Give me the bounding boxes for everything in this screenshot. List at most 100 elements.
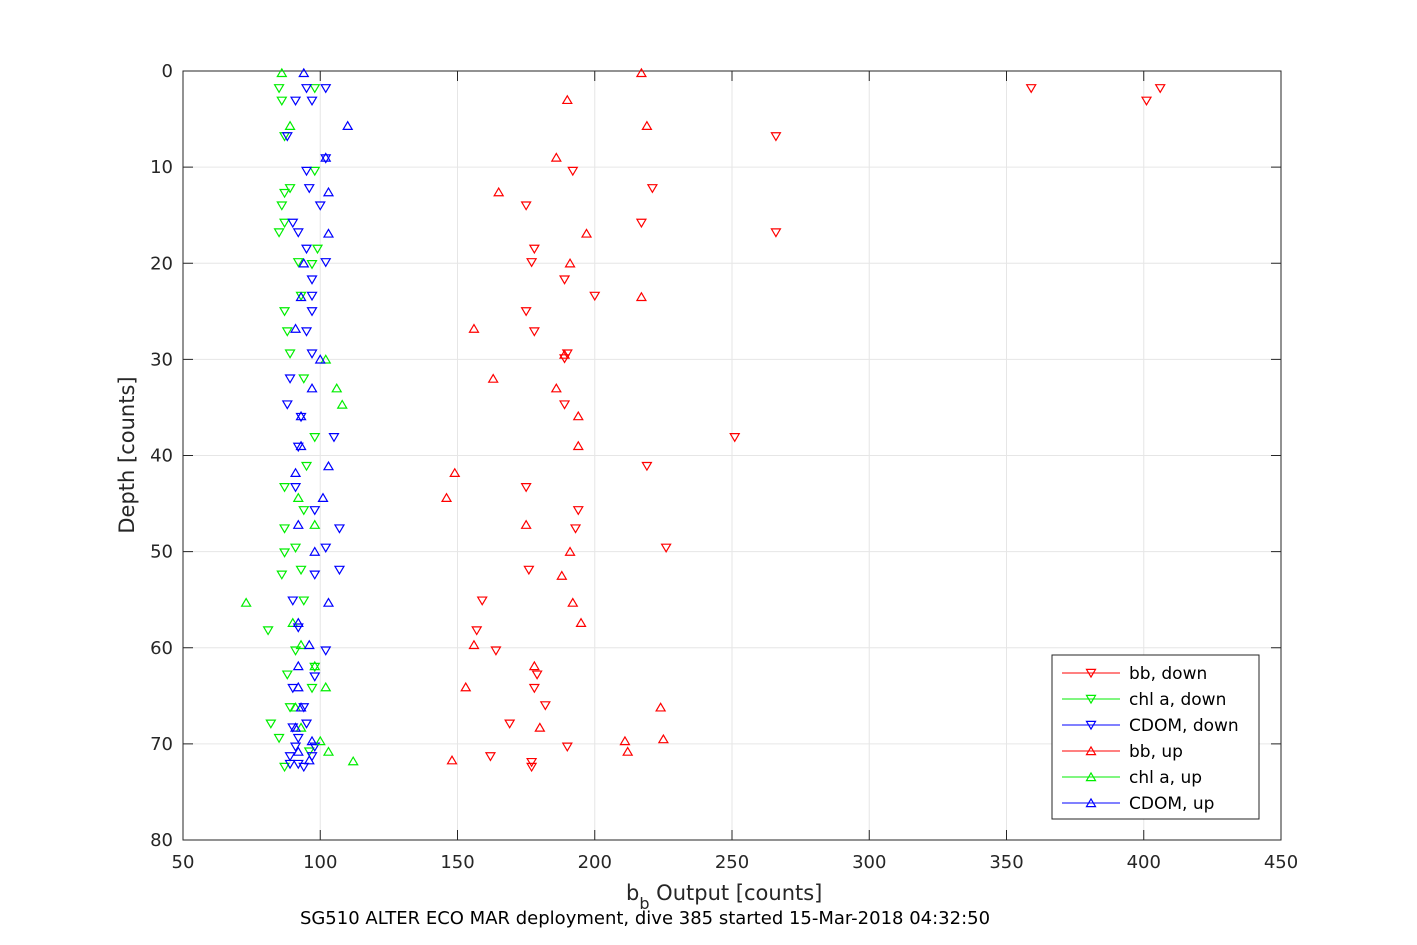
data-point	[572, 440, 584, 451]
data-point	[295, 410, 307, 421]
data-point	[322, 460, 335, 471]
data-point	[320, 354, 332, 364]
data-point	[342, 120, 354, 130]
data-point	[322, 597, 335, 607]
data-point	[322, 228, 335, 238]
data-point	[320, 646, 332, 656]
data-point	[273, 228, 285, 238]
data-point	[279, 218, 291, 229]
data-point	[471, 626, 483, 636]
data-point	[300, 719, 313, 729]
data-point	[468, 639, 480, 650]
data-point	[284, 184, 296, 194]
data-point	[320, 543, 332, 554]
data-point	[559, 349, 571, 359]
data-point	[276, 96, 288, 107]
data-point	[303, 754, 315, 765]
y-tick-label: 80	[150, 830, 173, 851]
data-point	[281, 400, 293, 410]
data-point	[292, 746, 304, 756]
data-point	[550, 382, 562, 393]
x-tick-label: 250	[715, 852, 749, 873]
data-point	[287, 218, 299, 229]
data-point	[449, 467, 461, 478]
data-point	[292, 681, 304, 692]
data-point	[322, 186, 335, 197]
data-point	[289, 467, 302, 478]
data-point	[317, 492, 329, 502]
data-point	[279, 524, 291, 534]
data-point	[641, 461, 653, 472]
y-tick-label: 70	[150, 734, 173, 755]
legend-item: CDOM, down	[1062, 716, 1239, 736]
data-point	[561, 349, 573, 359]
data-point	[276, 570, 288, 580]
x-tick-label: 50	[172, 852, 195, 873]
data-point	[284, 703, 296, 713]
data-point	[556, 570, 568, 580]
series-5	[289, 67, 354, 765]
data-point	[559, 400, 571, 410]
data-point	[292, 442, 304, 453]
data-point	[320, 681, 332, 692]
data-point	[289, 742, 302, 752]
data-point	[284, 120, 296, 130]
legend-box	[1051, 654, 1260, 820]
data-point	[300, 461, 313, 472]
data-point	[314, 354, 326, 364]
data-point	[504, 719, 516, 729]
data-point	[300, 84, 313, 94]
data-point	[289, 646, 302, 656]
data-point	[287, 723, 299, 733]
data-point	[306, 683, 318, 694]
data-point	[289, 96, 302, 107]
data-point	[298, 596, 310, 606]
data-point	[281, 132, 293, 142]
data-point	[589, 291, 601, 302]
data-markers	[240, 67, 1166, 773]
series-3	[440, 67, 669, 765]
data-point	[572, 506, 584, 516]
data-point	[265, 719, 277, 729]
data-point	[276, 67, 288, 78]
y-tick-label: 50	[150, 542, 173, 563]
data-point	[1140, 96, 1153, 107]
data-point	[295, 639, 307, 650]
data-point	[287, 617, 299, 627]
series-4	[240, 67, 359, 766]
data-point	[298, 506, 310, 516]
legend-label: chl a, down	[1129, 690, 1226, 710]
data-point	[314, 201, 326, 211]
data-point	[564, 258, 576, 268]
data-point	[279, 307, 291, 317]
data-point	[306, 96, 318, 107]
data-point	[1025, 84, 1037, 94]
data-point	[309, 570, 321, 580]
y-tick-label: 20	[150, 253, 173, 274]
data-point	[289, 543, 302, 554]
data-point	[309, 672, 321, 682]
data-point	[622, 746, 634, 756]
data-point	[295, 440, 307, 451]
x-tick-labels: 50 100 150 200 250 300 350 400 450	[172, 852, 1299, 873]
data-point	[729, 433, 741, 443]
data-point	[333, 565, 346, 576]
data-point	[284, 374, 296, 384]
data-point	[292, 228, 304, 238]
data-point	[300, 166, 313, 177]
y-tick-label: 10	[150, 157, 173, 178]
data-point	[279, 483, 291, 493]
data-point	[309, 742, 321, 752]
data-point	[306, 291, 318, 302]
data-point	[276, 201, 288, 211]
data-point	[298, 258, 310, 268]
data-point	[314, 735, 326, 746]
legend-marker	[1085, 797, 1097, 808]
x-axis-label: bb Output [counts]	[626, 881, 822, 913]
legend-item: CDOM, up	[1062, 794, 1214, 814]
data-point	[528, 244, 540, 255]
data-point	[490, 646, 502, 656]
data-point	[561, 742, 573, 752]
data-point	[575, 617, 587, 627]
data-point	[306, 349, 318, 359]
